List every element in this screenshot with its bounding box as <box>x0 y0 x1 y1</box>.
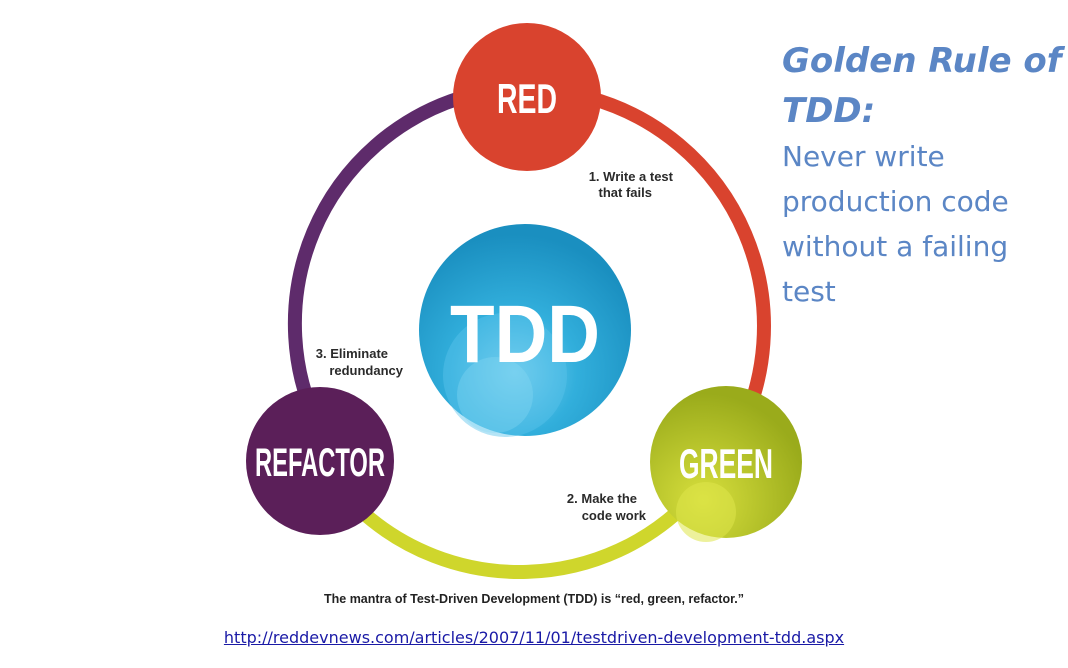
golden-rule-line: without a failing <box>782 230 1009 263</box>
step-3-line2: redundancy <box>329 363 403 378</box>
arc-green-to-refactor <box>355 495 696 580</box>
center-label: TDD <box>450 289 600 380</box>
step-1-line1: 1. Write a test <box>589 169 674 184</box>
arc-refactor-to-red <box>287 91 463 434</box>
red-node: RED <box>453 23 601 171</box>
golden-rule-title: Golden Rule of TDD: <box>782 36 1062 136</box>
center-tdd-node: TDD <box>419 224 631 437</box>
refactor-label: REFACTOR <box>255 441 385 485</box>
step-1-line2: that fails <box>599 185 652 200</box>
step-2-line1: 2. Make the <box>567 491 637 506</box>
diagram-caption: The mantra of Test-Driven Development (T… <box>324 592 744 606</box>
golden-rule-title-line1: Golden Rule of <box>782 41 1062 81</box>
source-link[interactable]: http://reddevnews.com/articles/2007/11/0… <box>223 628 845 647</box>
golden-rule-body: Never write production code without a fa… <box>782 134 1062 314</box>
step-3-line1: 3. Eliminate <box>316 346 388 361</box>
green-node: GREEN <box>650 386 802 542</box>
golden-rule-line: test <box>782 275 836 308</box>
golden-rule-line: production code <box>782 185 1009 218</box>
golden-rule-line: Never write <box>782 140 945 173</box>
golden-rule-panel: Golden Rule of TDD: Never write producti… <box>782 36 1062 314</box>
refactor-node: REFACTOR <box>246 387 394 535</box>
step-2-line2: code work <box>582 508 647 523</box>
red-label: RED <box>497 75 557 122</box>
arc-red-to-green <box>588 91 771 444</box>
green-label: GREEN <box>679 440 773 487</box>
golden-rule-title-line2: TDD: <box>782 91 876 131</box>
